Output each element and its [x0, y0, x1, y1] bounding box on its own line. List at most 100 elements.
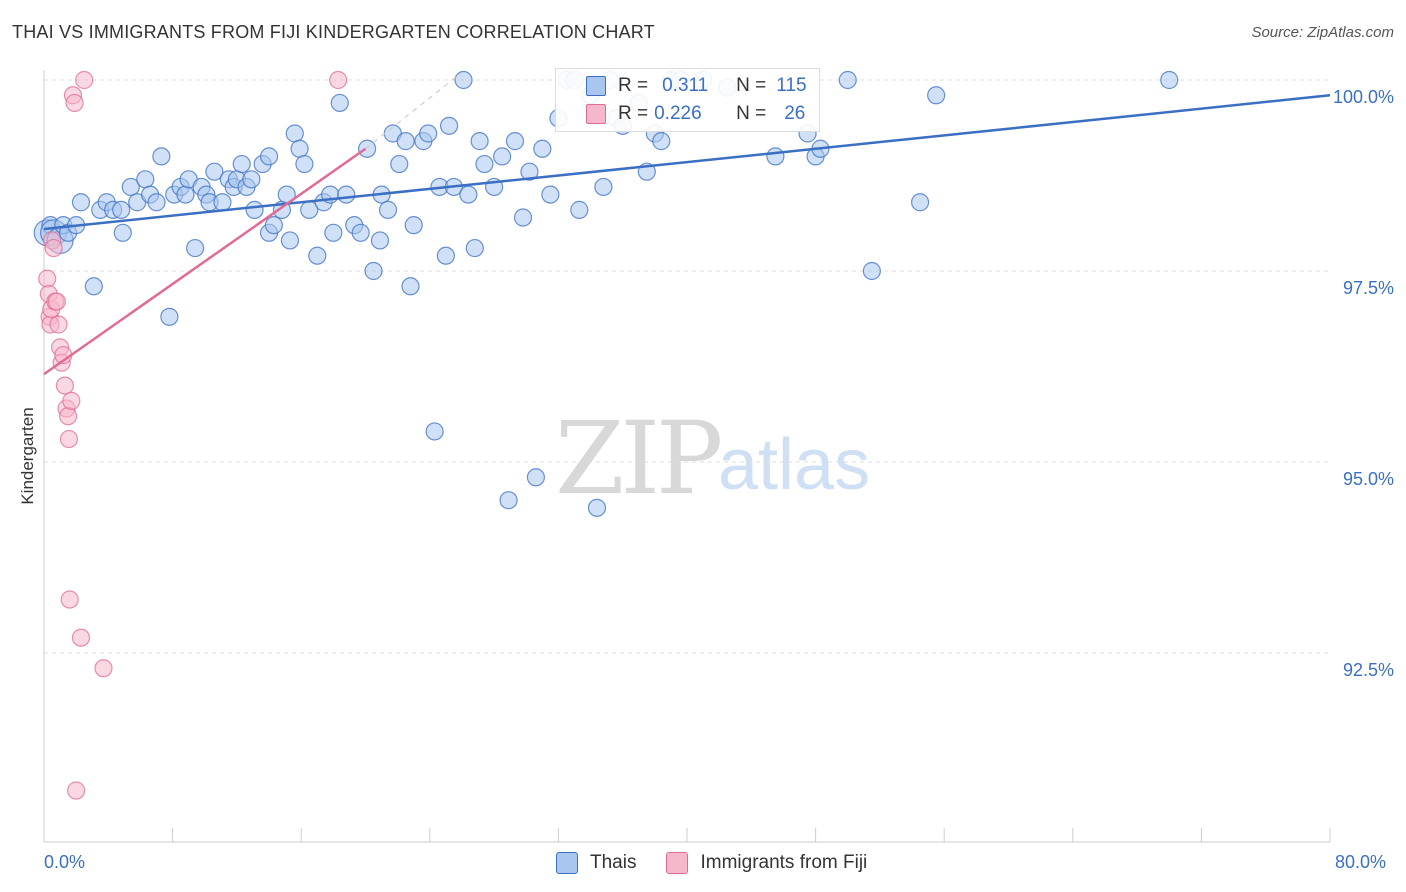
thais-trend-line [43, 94, 1331, 231]
thais-legend-swatch [556, 852, 578, 874]
thais-point [147, 193, 166, 212]
thais-point [652, 132, 671, 151]
n-value: 26 [784, 103, 806, 124]
x-tick-label-max: 80.0% [1335, 852, 1387, 872]
fiji-point [55, 376, 74, 395]
thais-point [396, 132, 415, 151]
thais-point [520, 162, 539, 181]
thais-point [533, 139, 552, 158]
r-label: R = [618, 103, 649, 124]
fiji-point [67, 781, 86, 800]
thais-point [290, 139, 309, 158]
thais-point [378, 200, 398, 219]
thais-point [160, 307, 179, 326]
thais-point [308, 246, 327, 265]
r-value: 0.311 [662, 75, 709, 96]
source-credit: Source: ZipAtlas.com [1251, 24, 1394, 41]
thais-point [766, 147, 785, 166]
thais-point [136, 170, 155, 189]
fiji-point [329, 70, 348, 90]
thais-point [364, 261, 383, 281]
thais-point [337, 185, 356, 204]
fiji-point [94, 659, 113, 678]
n-label: N = [736, 75, 767, 96]
thais-point [425, 422, 444, 441]
thais-point [71, 193, 91, 212]
thais-point [280, 231, 300, 250]
thais-point [910, 193, 930, 212]
thais-point [570, 200, 589, 219]
thais-point [213, 193, 232, 212]
thais-point [176, 185, 195, 204]
y-tick-label-100: 100.0% [1332, 87, 1394, 107]
fiji-point [59, 429, 79, 449]
fiji-point [75, 70, 94, 90]
series-legend: Thais Immigrants from Fiji [556, 852, 897, 874]
thais-point [465, 238, 484, 258]
legend-item-fiji[interactable]: Immigrants from Fiji [666, 852, 867, 874]
thais-swatch [586, 76, 606, 96]
thais-point [232, 154, 251, 174]
thais-point [541, 185, 560, 204]
r-label: R = [618, 75, 649, 96]
x-tick-label-min: 0.0% [44, 852, 86, 872]
thais-point [419, 124, 438, 143]
thais-point [927, 86, 946, 105]
thais-point [245, 200, 264, 219]
thais-point [242, 170, 261, 189]
watermark-atlas: atlas [718, 425, 871, 505]
thais-point [493, 147, 512, 166]
y-tick-label-95: 95.0% [1342, 469, 1394, 489]
fiji-point [38, 269, 57, 288]
fiji-point [49, 315, 68, 334]
stats-row-thais: R = 0.311 N = 115 [556, 73, 807, 99]
thais-point [264, 216, 283, 235]
thais-point [436, 246, 455, 265]
thais-point [370, 231, 390, 250]
thais-point [454, 70, 473, 90]
legend-item-thais[interactable]: Thais [556, 852, 636, 874]
stats-row-fiji: R = 0.226 N = 26 [556, 101, 805, 127]
fiji-point [62, 391, 81, 410]
thais-point [285, 124, 304, 143]
thais-point [470, 132, 489, 151]
thais-point [121, 177, 140, 197]
thais-point [1160, 70, 1179, 90]
thais-point [838, 70, 857, 90]
chart-title: THAI VS IMMIGRANTS FROM FIJI KINDERGARTE… [12, 22, 655, 42]
thais-point [152, 147, 171, 166]
legend-label-thais: Thais [590, 852, 637, 873]
thais-point [439, 116, 459, 135]
thais-point [526, 468, 545, 487]
fiji-legend-swatch [666, 852, 689, 874]
thais-point [505, 132, 525, 151]
fiji-trend-line [43, 147, 367, 376]
n-label: N = [736, 103, 767, 124]
fiji-point [47, 292, 66, 311]
thais-point [295, 154, 314, 174]
thais-point [113, 223, 132, 242]
n-value: 115 [776, 75, 807, 96]
thais-point [186, 238, 205, 258]
thais-point [84, 277, 103, 296]
thais-point [594, 177, 613, 197]
fiji-point [71, 628, 91, 647]
thais-point [459, 185, 478, 204]
watermark-zip: ZIP [555, 400, 723, 517]
y-tick-label-92-5: 92.5% [1342, 660, 1394, 680]
fiji-trend-extension [365, 71, 463, 150]
fiji-swatch [586, 104, 606, 124]
thais-point [499, 491, 518, 510]
thais-point [587, 498, 607, 517]
r-value: 0.226 [654, 103, 702, 124]
fiji-point [59, 407, 78, 426]
thais-point [351, 223, 370, 242]
thais-point [259, 147, 279, 166]
thais-point [324, 223, 343, 242]
thais-point [205, 162, 224, 181]
thais-point [513, 208, 533, 227]
thais-point [358, 139, 377, 158]
legend-label-fiji: Immigrants from Fiji [700, 852, 868, 873]
stats-legend: R = 0.311 N = 115 R = 0.226 N = 26 [555, 68, 820, 132]
